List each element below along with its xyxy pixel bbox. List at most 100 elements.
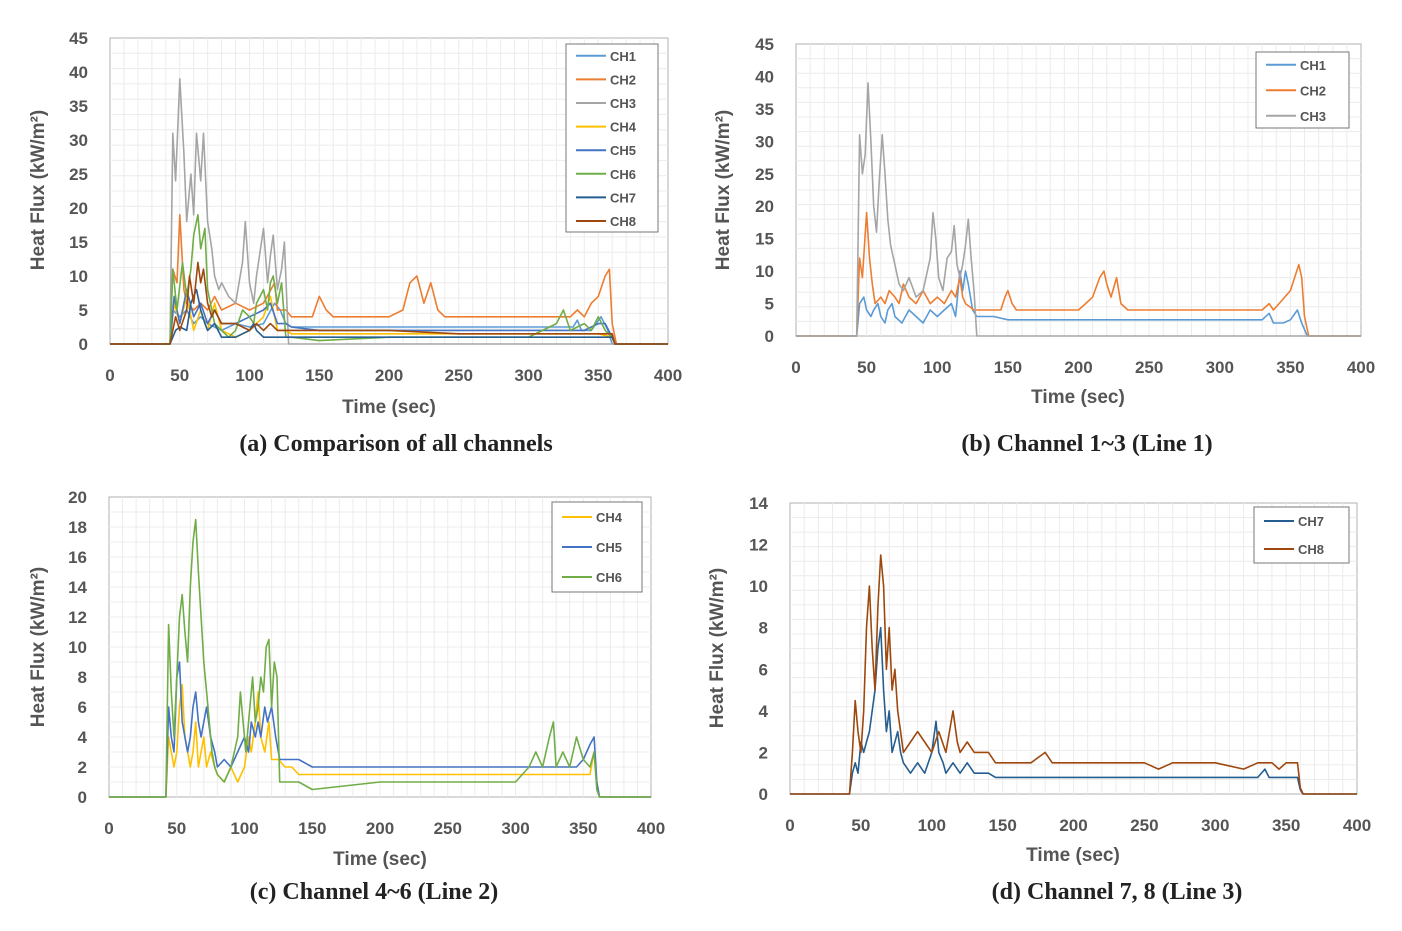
- y-tick-label: 0: [79, 335, 88, 354]
- x-tick-label: 100: [918, 816, 946, 835]
- x-tick-label: 0: [785, 816, 794, 835]
- y-tick-label: 12: [749, 536, 768, 555]
- x-tick-label: 400: [1347, 358, 1375, 377]
- x-tick-label: 0: [791, 358, 800, 377]
- x-tick-label: 400: [1343, 816, 1371, 835]
- y-tick-label: 5: [765, 295, 774, 314]
- legend-label-ch6: CH6: [610, 167, 636, 182]
- x-tick-label: 150: [994, 358, 1022, 377]
- x-tick-label: 400: [637, 819, 665, 838]
- legend-label-ch1: CH1: [1300, 58, 1326, 73]
- x-axis-title-b: Time (sec): [1031, 387, 1125, 408]
- legend-label-ch5: CH5: [610, 143, 636, 158]
- legend-b: CH1 CH2 CH3: [1255, 51, 1350, 129]
- y-tick-label: 35: [755, 100, 774, 119]
- legend-label-ch1: CH1: [610, 49, 636, 64]
- y-tick-label: 12: [68, 608, 87, 627]
- series-line-ch5: [109, 661, 651, 798]
- x-tick-label: 300: [1206, 358, 1234, 377]
- x-tick-label: 200: [1064, 358, 1092, 377]
- x-tick-labels-b: 0 50 100 150 200 250 300 350 400: [791, 358, 1375, 377]
- y-tick-label: 10: [755, 262, 774, 281]
- y-tick-label: 40: [755, 67, 774, 86]
- y-tick-label: 35: [69, 97, 88, 116]
- y-tick-labels-b: 0 5 10 15 20 25 30 35 40 45: [755, 35, 774, 346]
- x-tick-labels-d: 0 50 100 150 200 250 300 350 400: [785, 816, 1371, 835]
- x-tick-label: 300: [514, 366, 542, 385]
- legend-label-ch6: CH6: [596, 570, 622, 585]
- x-tick-label: 300: [1201, 816, 1229, 835]
- y-tick-label: 30: [69, 131, 88, 150]
- x-tick-label: 100: [230, 819, 258, 838]
- x-tick-label: 50: [170, 366, 189, 385]
- x-tick-label: 350: [584, 366, 612, 385]
- x-tick-label: 100: [235, 366, 263, 385]
- legend-label-ch2: CH2: [1300, 83, 1326, 98]
- y-axis-title-a: Heat Flux (kW/m²): [28, 110, 49, 270]
- x-tick-label: 350: [1272, 816, 1300, 835]
- legend-label-ch3: CH3: [1300, 109, 1326, 124]
- y-tick-label: 20: [68, 488, 87, 507]
- x-tick-label: 50: [167, 819, 186, 838]
- x-tick-labels-a: 0 50 100 150 200 250 300 350 400: [105, 366, 682, 385]
- x-tick-label: 50: [857, 358, 876, 377]
- series-line-ch8: [110, 261, 668, 345]
- panel-b: 0 50 100 150 200 250 300 350 400 0 5 10 15 20 25 30 35 4…: [713, 35, 1375, 457]
- series-line-ch6: [110, 214, 668, 345]
- y-axis-title-b: Heat Flux (kW/m²): [713, 110, 734, 270]
- y-tick-labels-a: 0 5 10 15 20 25 30 35 40 45: [69, 29, 88, 354]
- y-tick-label: 16: [68, 548, 87, 567]
- x-tick-label: 150: [298, 819, 326, 838]
- x-axis-title-c: Time (sec): [333, 849, 427, 870]
- series-line-ch2: [796, 211, 1361, 337]
- y-tick-label: 15: [69, 233, 88, 252]
- y-axis-title-d: Heat Flux (kW/m²): [707, 568, 728, 728]
- x-tick-label: 250: [1135, 358, 1163, 377]
- y-axis-title-c: Heat Flux (kW/m²): [28, 567, 49, 727]
- y-tick-label: 40: [69, 63, 88, 82]
- y-tick-label: 14: [749, 494, 768, 513]
- legend-label-ch7: CH7: [610, 190, 636, 205]
- series-layer-b: [796, 82, 1361, 337]
- series-line-ch3: [796, 82, 1361, 337]
- panel-d: 0 50 100 150 200 250 300 350 400 0 2 4 6 8 10 12 14 Tim…: [707, 494, 1371, 905]
- x-tick-labels-c: 0 50 100 150 200 250 300 350 400: [104, 819, 665, 838]
- y-tick-label: 4: [78, 728, 88, 747]
- y-tick-label: 30: [755, 132, 774, 151]
- grid-d: [790, 503, 1357, 794]
- series-layer-a: [110, 78, 668, 345]
- caption-c: (c) Channel 4~6 (Line 2): [250, 879, 498, 905]
- y-tick-label: 8: [78, 668, 87, 687]
- y-tick-label: 6: [759, 660, 768, 679]
- grid-c: [109, 497, 651, 797]
- y-tick-label: 20: [69, 199, 88, 218]
- y-tick-label: 25: [755, 165, 774, 184]
- x-tick-label: 50: [851, 816, 870, 835]
- series-line-ch2: [110, 214, 668, 345]
- y-tick-label: 15: [755, 230, 774, 249]
- y-tick-label: 10: [69, 267, 88, 286]
- y-tick-label: 20: [755, 197, 774, 216]
- series-layer-c: [109, 518, 651, 798]
- y-tick-label: 8: [759, 619, 768, 638]
- y-tick-label: 10: [749, 577, 768, 596]
- y-tick-label: 0: [78, 788, 87, 807]
- x-tick-label: 200: [366, 819, 394, 838]
- y-tick-label: 4: [759, 702, 769, 721]
- series-line-ch1: [796, 270, 1361, 337]
- series-line-ch6: [109, 518, 651, 798]
- x-tick-label: 350: [1276, 358, 1304, 377]
- y-tick-label: 45: [69, 29, 88, 48]
- legend-d: CH7 CH8: [1253, 506, 1350, 564]
- y-tick-label: 0: [765, 327, 774, 346]
- y-tick-label: 45: [755, 35, 774, 54]
- x-axis-title-a: Time (sec): [342, 397, 436, 418]
- y-tick-labels-c: 0 2 4 6 8 10 12 14 16 18 20: [68, 488, 87, 807]
- y-tick-label: 5: [79, 301, 88, 320]
- legend-box-d: [1253, 506, 1350, 564]
- caption-b: (b) Channel 1~3 (Line 1): [961, 431, 1212, 457]
- x-tick-label: 250: [434, 819, 462, 838]
- legend-box-a: [565, 43, 659, 233]
- caption-d: (d) Channel 7, 8 (Line 3): [992, 879, 1243, 905]
- legend-a: CH1 CH2 CH3 CH4 CH5 CH6 CH7 CH8: [565, 43, 659, 233]
